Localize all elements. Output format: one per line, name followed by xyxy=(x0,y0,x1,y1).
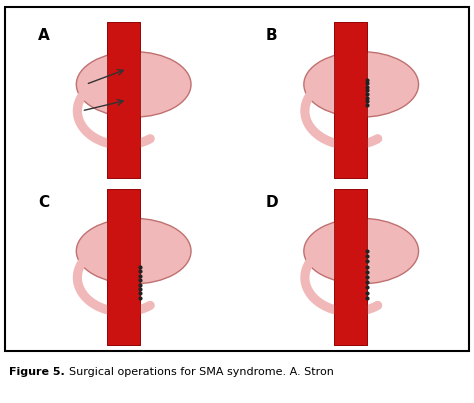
Bar xyxy=(334,189,367,345)
Bar xyxy=(246,181,455,337)
Ellipse shape xyxy=(304,218,419,284)
Ellipse shape xyxy=(304,52,419,117)
Bar xyxy=(107,189,140,345)
Text: Figure 5.: Figure 5. xyxy=(9,367,65,377)
Text: D: D xyxy=(265,195,278,210)
Bar xyxy=(334,22,367,178)
Bar xyxy=(334,22,367,178)
Ellipse shape xyxy=(76,52,191,117)
Ellipse shape xyxy=(76,218,191,284)
Text: Surgical operations for SMA syndrome. A. Stron: Surgical operations for SMA syndrome. A.… xyxy=(69,367,334,377)
Bar xyxy=(19,14,228,170)
Bar xyxy=(107,22,140,178)
Text: B: B xyxy=(265,28,277,44)
Text: C: C xyxy=(38,195,49,210)
Bar xyxy=(107,189,140,345)
Bar xyxy=(334,189,367,345)
Bar xyxy=(107,22,140,178)
Bar xyxy=(19,181,228,337)
Text: A: A xyxy=(38,28,50,44)
Bar xyxy=(246,14,455,170)
